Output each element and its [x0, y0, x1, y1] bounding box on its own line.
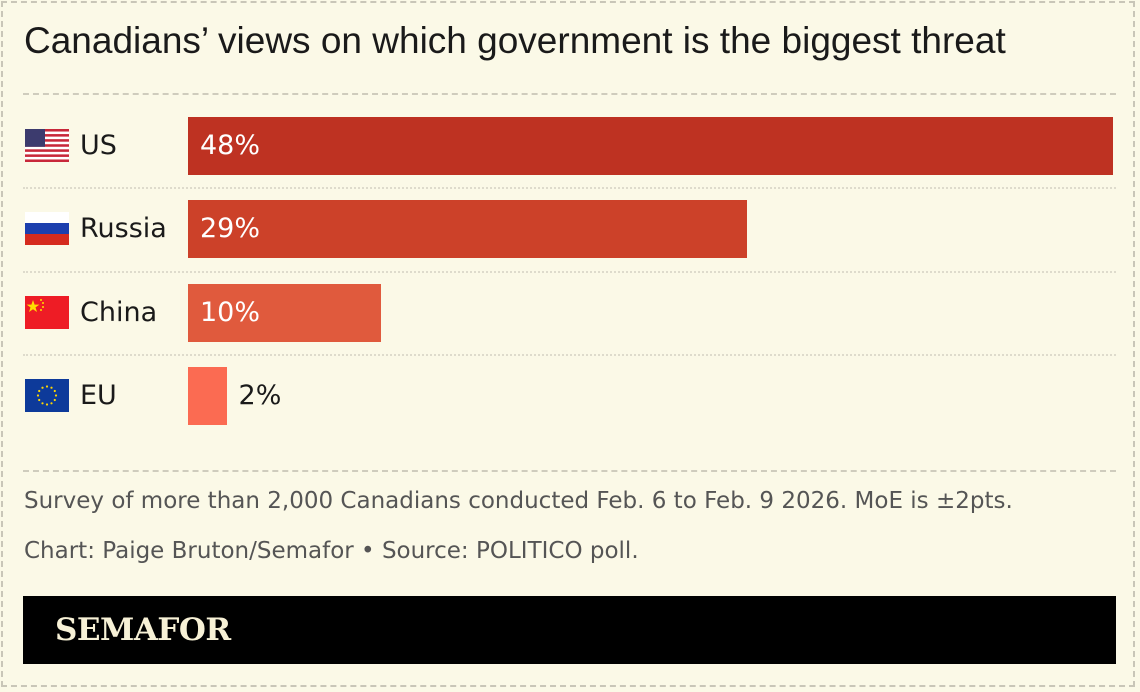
survey-note: Survey of more than 2,000 Canadians cond… — [24, 488, 1013, 514]
russia-flag-icon — [25, 212, 69, 245]
chart-title: Canadians’ views on which government is … — [24, 20, 1006, 61]
bar-row: EU 2% — [0, 367, 1140, 425]
bar — [188, 367, 227, 425]
row-separator — [23, 271, 1116, 273]
row-separator — [23, 187, 1116, 189]
category-label: EU — [80, 380, 117, 411]
row-separator — [23, 354, 1116, 356]
credit-note: Chart: Paige Bruton/Semafor • Source: PO… — [24, 538, 639, 564]
category-label: China — [80, 297, 158, 328]
category-label: Russia — [80, 213, 167, 244]
us-flag-icon — [25, 129, 69, 162]
bar-row: US 48% — [0, 117, 1140, 175]
bottom-divider — [23, 470, 1116, 472]
value-label: 48% — [200, 130, 261, 161]
bar — [188, 200, 747, 258]
bar-row: Russia 29% — [0, 200, 1140, 258]
top-divider — [23, 93, 1116, 95]
bar — [188, 284, 381, 342]
eu-flag-icon — [25, 379, 69, 412]
value-label: 2% — [238, 380, 282, 411]
value-label: 29% — [200, 213, 261, 244]
brand-banner: SEMAFOR — [23, 596, 1116, 664]
semafor-logo: SEMAFOR — [55, 612, 231, 648]
bar-row: China 10% — [0, 284, 1140, 342]
category-label: US — [80, 130, 117, 161]
value-label: 10% — [200, 297, 261, 328]
china-flag-icon — [25, 296, 69, 329]
bar — [188, 117, 1113, 175]
